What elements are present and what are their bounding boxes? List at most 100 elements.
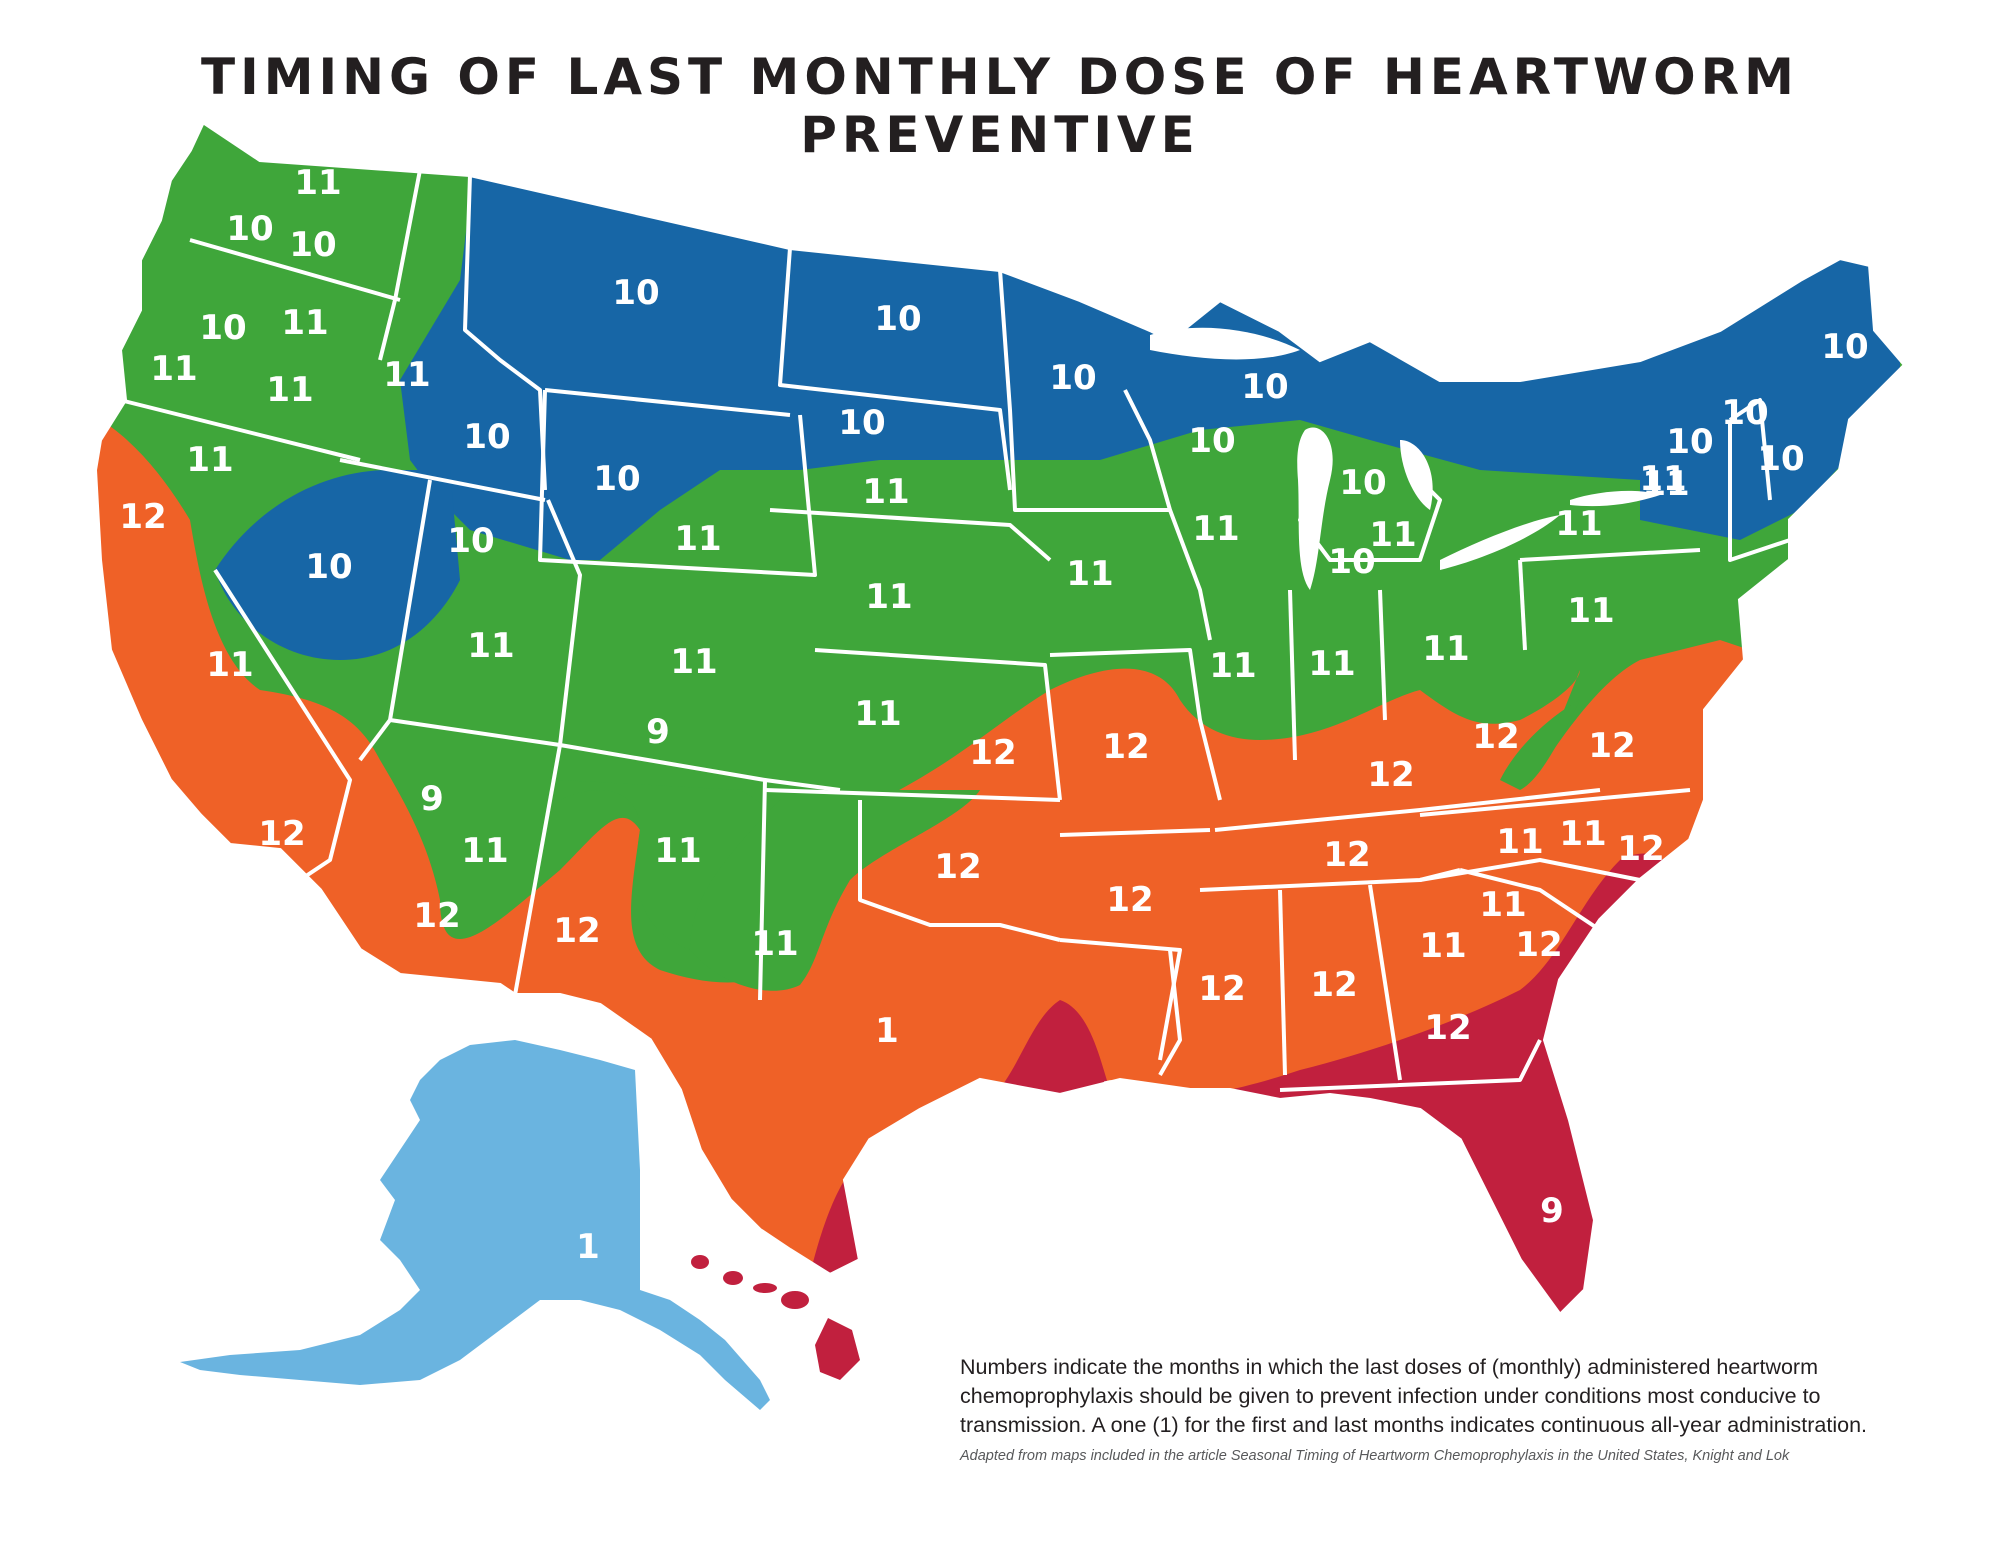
border-wa-id <box>378 169 422 361</box>
label-wa-central: 10 <box>289 225 336 265</box>
label-or-south: 11 <box>186 440 233 480</box>
map-caption: Numbers indicate the months in which the… <box>960 1355 1868 1437</box>
border-vt-nh <box>1728 398 1772 501</box>
label-sc: 12 <box>1515 925 1562 965</box>
lake-superior <box>1150 327 1300 360</box>
label-wi-north: 10 <box>1241 367 1288 407</box>
label-ne-north: 11 <box>862 472 909 512</box>
border-ms-al <box>1278 889 1287 1076</box>
hawaii-oahu <box>723 1271 743 1285</box>
border-il-in <box>1288 589 1297 761</box>
label-or-coast: 11 <box>150 349 197 389</box>
border-al-ga <box>1368 884 1402 1081</box>
label-nc-east: 12 <box>1617 829 1664 869</box>
label-co: 11 <box>670 642 717 682</box>
label-id-north: 11 <box>383 355 430 395</box>
label-ak: 1 <box>576 1227 600 1267</box>
border-nm-east <box>764 778 841 792</box>
label-wy-south: 11 <box>674 519 721 559</box>
label-ut-south: 11 <box>461 831 508 871</box>
label-mi-south: 11 <box>1369 515 1416 555</box>
label-va: 12 <box>1588 726 1635 766</box>
label-nh-north: 10 <box>1721 393 1768 433</box>
label-pa-south: 11 <box>1567 591 1614 631</box>
label-la: 1 <box>1100 1074 1124 1114</box>
border-id-mt <box>463 174 547 491</box>
zone-10-great-basin <box>215 470 460 660</box>
lake-michigan <box>1297 427 1333 590</box>
hawaii-maui <box>781 1291 809 1309</box>
label-wi-south: 11 <box>1192 509 1239 549</box>
hawaii-kauai <box>691 1255 709 1269</box>
hawaii <box>691 1255 860 1380</box>
label-ne: 11 <box>865 577 912 617</box>
border-mn-west <box>998 269 1170 512</box>
label-pa: 11 <box>1555 504 1602 544</box>
border-id-south <box>339 458 546 502</box>
label-nm-east: 11 <box>751 924 798 964</box>
label-nc: 11 <box>1559 814 1606 854</box>
alaska <box>180 1040 770 1410</box>
us-outline <box>92 119 1908 1319</box>
label-ga: 12 <box>1424 1008 1471 1048</box>
label-nc-west: 11 <box>1496 822 1543 862</box>
border-in-oh <box>1378 589 1387 721</box>
border-ky-tn <box>1214 788 1601 832</box>
label-wi: 10 <box>1188 421 1235 461</box>
label-ar: 12 <box>1106 880 1153 920</box>
label-ut: 11 <box>467 626 514 666</box>
label-ms: 12 <box>1198 969 1245 1009</box>
label-id-south: 10 <box>463 417 510 457</box>
label-tx: 1 <box>875 1011 899 1051</box>
great-lakes <box>1150 327 1660 590</box>
label-id-se: 10 <box>447 521 494 561</box>
label-nv-central: 11 <box>206 645 253 685</box>
border-ut-co <box>389 499 582 747</box>
border-oh-pa <box>1518 559 1527 651</box>
border-ok-tx <box>858 800 1061 942</box>
label-or-cascade: 11 <box>281 303 328 343</box>
hawaii-big-island <box>815 1318 860 1380</box>
lake-ontario <box>1570 490 1660 507</box>
border-mt-south <box>544 388 791 417</box>
label-sc-north: 11 <box>1479 885 1526 925</box>
border-ia-mo <box>1049 648 1222 801</box>
month-labels: 11 10 10 10 11 11 11 11 10 10 10 10 10 1… <box>119 163 1868 1267</box>
border-pa-ny <box>1519 548 1701 562</box>
label-fl: 9 <box>1540 1191 1564 1231</box>
label-nd: 10 <box>874 299 921 339</box>
hawaii-molokai <box>753 1283 777 1293</box>
label-vt: 10 <box>1666 422 1713 462</box>
map-title: TIMING OF LAST MONTHLY DOSE OF HEARTWORM… <box>201 48 1799 164</box>
state-borders <box>119 169 1791 1092</box>
border-wi-il <box>1123 389 1212 641</box>
label-nh: 10 <box>1757 439 1804 479</box>
label-ok: 12 <box>934 847 981 887</box>
label-ca-north: 12 <box>119 497 166 537</box>
label-wa-north: 11 <box>294 163 341 203</box>
border-or-south <box>119 398 361 462</box>
border-mo-ar <box>1059 828 1211 837</box>
label-il: 11 <box>1209 646 1256 686</box>
label-ky: 12 <box>1367 755 1414 795</box>
border-nc-sc <box>1419 858 1641 882</box>
border-ca-nv <box>213 568 352 882</box>
label-or-central: 11 <box>266 370 313 410</box>
map-source-note: Adapted from maps included in the articl… <box>960 1448 1790 1464</box>
label-ca-south: 12 <box>258 814 305 854</box>
label-mi-north: 10 <box>1339 463 1386 503</box>
label-mt: 10 <box>612 273 659 313</box>
label-wy-north: 10 <box>593 459 640 499</box>
label-or-coast-north: 10 <box>199 308 246 348</box>
border-az-nm <box>513 744 562 996</box>
label-az: 12 <box>413 896 460 936</box>
label-tx-gulf: 1 <box>880 1173 904 1213</box>
border-la-ms <box>1158 949 1182 1076</box>
label-nm-west: 12 <box>553 911 600 951</box>
zone-11-appalachian <box>1500 700 1580 790</box>
border-ar-la <box>1059 938 1182 1061</box>
border-sd-ne <box>769 508 1052 562</box>
label-mi-in-border: 10 <box>1328 542 1375 582</box>
label-oh: 11 <box>1422 629 1469 669</box>
label-ny-east: 11 <box>1642 464 1689 504</box>
